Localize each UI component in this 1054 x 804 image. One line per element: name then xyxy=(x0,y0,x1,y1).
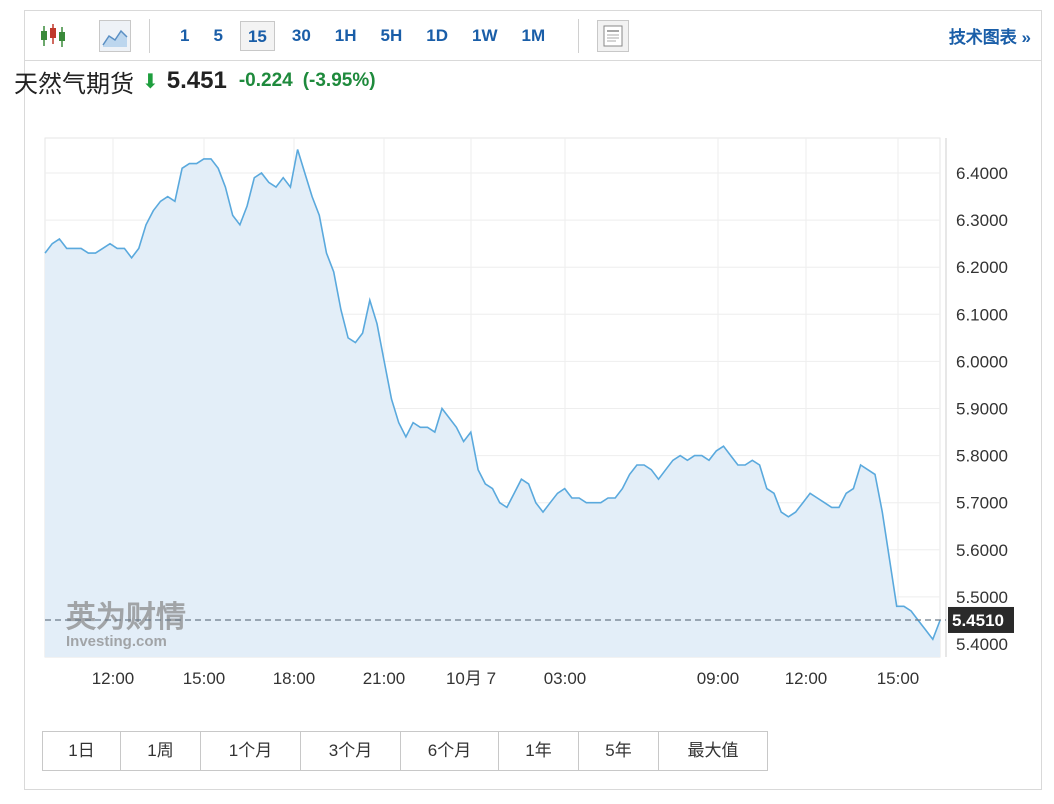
y-tick-label: 5.6000 xyxy=(956,541,1008,560)
x-tick-label: 18:00 xyxy=(273,669,316,688)
range-5y[interactable]: 5年 xyxy=(579,732,659,770)
watermark-cn: 英为财情 xyxy=(66,601,186,634)
y-tick-label: 6.0000 xyxy=(956,352,1008,371)
range-3mo[interactable]: 3个月 xyxy=(301,732,401,770)
y-axis-ticks: 6.4000 6.3000 6.2000 6.1000 6.0000 5.9000 5.80… xyxy=(956,164,1008,654)
tech-chart-link[interactable]: 技术图表 » xyxy=(948,28,1031,47)
range-1w[interactable]: 1周 xyxy=(121,732,201,770)
y-tick-label: 5.4000 xyxy=(956,635,1008,654)
instrument-name: 天然气期货 xyxy=(14,70,134,98)
interval-1d[interactable]: 1D xyxy=(426,26,448,45)
x-tick-label: 15:00 xyxy=(877,669,920,688)
y-tick-label: 5.7000 xyxy=(956,494,1008,513)
investing-watermark: 英为财情 Investing.com xyxy=(66,601,186,650)
range-1d[interactable]: 1日 xyxy=(43,732,121,770)
price-area-fill xyxy=(45,149,940,657)
range-1mo[interactable]: 1个月 xyxy=(201,732,301,770)
last-price-badge: 5.4510 xyxy=(948,606,1014,633)
interval-15[interactable]: 15 xyxy=(239,21,275,51)
x-axis-ticks: 12:00 15:00 18:00 21:00 10月 7 03:00 09:00 12:00… xyxy=(92,669,920,688)
toolbar: 1 5 15 30 1H 5H 1D 1W 1M 技术图表 » xyxy=(25,11,1041,61)
document-icon[interactable] xyxy=(597,20,629,52)
y-tick-label: 5.5000 xyxy=(956,588,1008,607)
x-tick-label: 15:00 xyxy=(183,669,226,688)
interval-1h[interactable]: 1H xyxy=(334,26,357,45)
y-tick-label: 6.4000 xyxy=(956,164,1008,183)
toolbar-separator xyxy=(149,19,150,53)
last-price-label: 5.4510 xyxy=(952,611,1004,630)
range-selector: 1日 1周 1个月 3个月 6个月 1年 5年 最大值 xyxy=(42,731,768,771)
range-1y[interactable]: 1年 xyxy=(499,732,579,770)
interval-1[interactable]: 1 xyxy=(180,26,190,45)
x-tick-label: 21:00 xyxy=(363,669,406,688)
quote-header: 天然气期货 ⬇ 5.451 -0.224 (-3.95%) xyxy=(14,64,386,98)
x-tick-label: 03:00 xyxy=(544,669,587,688)
watermark-en: Investing.com xyxy=(66,633,167,650)
x-tick-label: 09:00 xyxy=(697,669,740,688)
interval-30[interactable]: 30 xyxy=(291,26,311,45)
price-chart[interactable]: 英为财情 Investing.com 5.4510 6.40006.30006.… xyxy=(0,0,1054,730)
y-tick-label: 5.9000 xyxy=(956,400,1008,419)
interval-5[interactable]: 5 xyxy=(213,26,223,45)
y-tick-label: 6.1000 xyxy=(956,305,1008,324)
last-price: 5.451 xyxy=(166,67,227,94)
toolbar-separator xyxy=(578,19,579,53)
range-6mo[interactable]: 6个月 xyxy=(401,732,499,770)
down-arrow-icon: ⬇ xyxy=(142,70,159,93)
y-tick-label: 5.8000 xyxy=(956,447,1008,466)
y-tick-label: 6.3000 xyxy=(956,211,1008,230)
price-change-percent: (-3.95%) xyxy=(302,70,376,91)
price-line xyxy=(44,149,941,641)
range-max[interactable]: 最大值 xyxy=(687,741,739,760)
x-tick-label: 12:00 xyxy=(785,669,828,688)
interval-1w[interactable]: 1W xyxy=(471,26,498,45)
x-tick-label: 12:00 xyxy=(92,669,135,688)
price-change: -0.224 xyxy=(238,70,293,91)
area-chart-icon[interactable] xyxy=(99,20,131,52)
interval-list: 1 5 15 30 1H 5H 1D 1W 1M xyxy=(173,21,562,51)
candlestick-icon[interactable] xyxy=(37,20,69,52)
interval-5h[interactable]: 5H xyxy=(380,26,403,45)
x-tick-label: 10月 7 xyxy=(446,669,496,688)
interval-1m[interactable]: 1M xyxy=(521,26,546,45)
y-tick-label: 6.2000 xyxy=(956,258,1008,277)
